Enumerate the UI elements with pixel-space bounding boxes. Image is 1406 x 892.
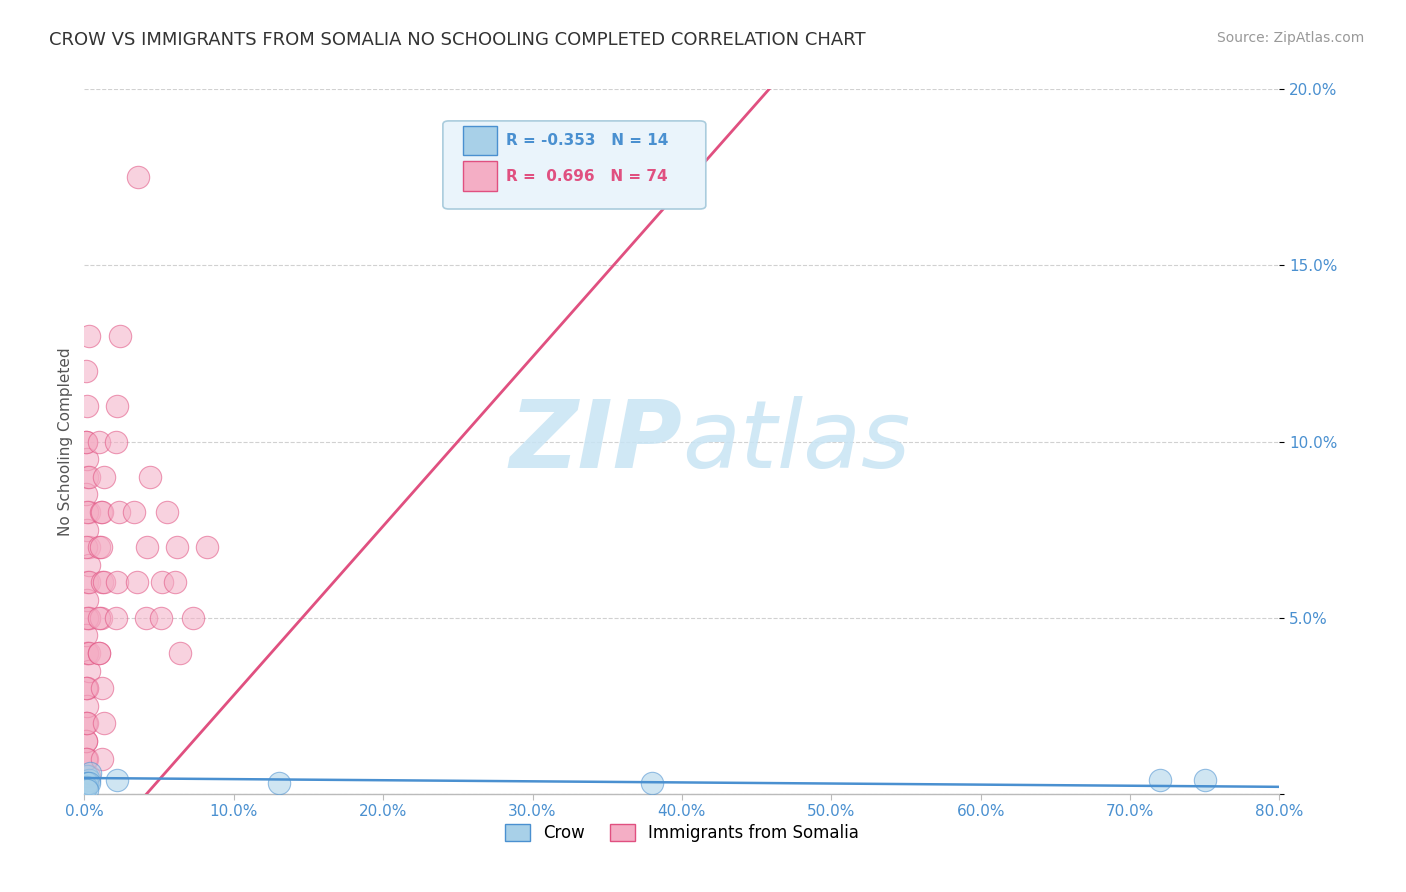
Point: [90, 505, 112, 519]
Point: [110, 328, 132, 343]
Point: [89, 434, 111, 449]
Point: [75, 681, 97, 696]
Point: [76, 698, 98, 713]
Point: [127, 170, 149, 185]
Point: [155, 505, 177, 519]
Point: [75, 434, 97, 449]
Text: atlas: atlas: [682, 396, 910, 487]
Point: [149, 610, 172, 624]
Point: [76, 751, 98, 765]
Point: [76, 646, 98, 660]
Text: R = -0.353   N = 14: R = -0.353 N = 14: [506, 133, 669, 148]
Point: [93, 575, 115, 590]
Point: [89, 646, 111, 660]
Point: [183, 610, 205, 624]
Point: [75, 780, 97, 794]
Point: [76, 716, 98, 731]
Point: [75, 751, 97, 765]
Point: [77, 575, 100, 590]
Point: [91, 575, 114, 590]
Point: [136, 540, 159, 554]
Point: [77, 505, 100, 519]
Point: [89, 610, 111, 624]
Point: [195, 540, 218, 554]
Text: ZIP: ZIP: [509, 395, 682, 488]
Point: [125, 575, 148, 590]
Point: [75, 734, 97, 748]
Point: [76, 452, 98, 467]
Point: [93, 716, 115, 731]
Point: [107, 505, 129, 519]
Legend: Crow, Immigrants from Somalia: Crow, Immigrants from Somalia: [498, 817, 866, 849]
Point: [76, 469, 98, 483]
Point: [75, 751, 97, 765]
Point: [76, 610, 98, 624]
Point: [139, 469, 162, 483]
Point: [76, 505, 98, 519]
Point: [122, 505, 145, 519]
Point: [91, 681, 114, 696]
Point: [75, 434, 97, 449]
Point: [89, 646, 111, 660]
Text: Source: ZipAtlas.com: Source: ZipAtlas.com: [1216, 31, 1364, 45]
Point: [105, 575, 128, 590]
Point: [267, 776, 290, 790]
Point: [75, 487, 97, 501]
Point: [91, 505, 114, 519]
Point: [77, 469, 100, 483]
Point: [76, 681, 98, 696]
Text: R =  0.696   N = 74: R = 0.696 N = 74: [506, 169, 668, 184]
Point: [77, 558, 100, 572]
Point: [77, 540, 100, 554]
Point: [1149, 772, 1171, 787]
Point: [77, 769, 100, 783]
Point: [75, 364, 97, 378]
Point: [75, 540, 97, 554]
Point: [93, 469, 115, 483]
Point: [75, 734, 97, 748]
Point: [104, 434, 127, 449]
Point: [104, 610, 127, 624]
Point: [77, 776, 100, 790]
Point: [91, 751, 114, 765]
Point: [77, 328, 100, 343]
Point: [76, 399, 98, 413]
Point: [76, 523, 98, 537]
FancyBboxPatch shape: [463, 161, 496, 191]
FancyBboxPatch shape: [443, 121, 706, 209]
Point: [75, 628, 97, 642]
Point: [105, 399, 128, 413]
Point: [77, 646, 100, 660]
Point: [79, 765, 101, 780]
Point: [75, 716, 97, 731]
Point: [76, 646, 98, 660]
Point: [77, 610, 100, 624]
Point: [641, 776, 664, 790]
FancyBboxPatch shape: [463, 126, 496, 155]
Point: [1194, 772, 1216, 787]
Point: [76, 575, 98, 590]
Point: [77, 610, 100, 624]
Point: [89, 540, 111, 554]
Point: [135, 610, 157, 624]
Point: [150, 575, 173, 590]
Point: [90, 540, 112, 554]
Point: [105, 772, 128, 787]
Point: [90, 610, 112, 624]
Point: [76, 776, 98, 790]
Point: [76, 783, 98, 797]
Point: [77, 772, 100, 787]
Y-axis label: No Schooling Completed: No Schooling Completed: [58, 347, 73, 536]
Point: [165, 575, 187, 590]
Point: [76, 681, 98, 696]
Text: CROW VS IMMIGRANTS FROM SOMALIA NO SCHOOLING COMPLETED CORRELATION CHART: CROW VS IMMIGRANTS FROM SOMALIA NO SCHOO…: [49, 31, 866, 49]
Point: [76, 593, 98, 607]
Point: [75, 776, 97, 790]
Point: [76, 769, 98, 783]
Point: [166, 540, 188, 554]
Point: [77, 664, 100, 678]
Point: [169, 646, 191, 660]
Point: [75, 780, 97, 794]
Point: [75, 716, 97, 731]
